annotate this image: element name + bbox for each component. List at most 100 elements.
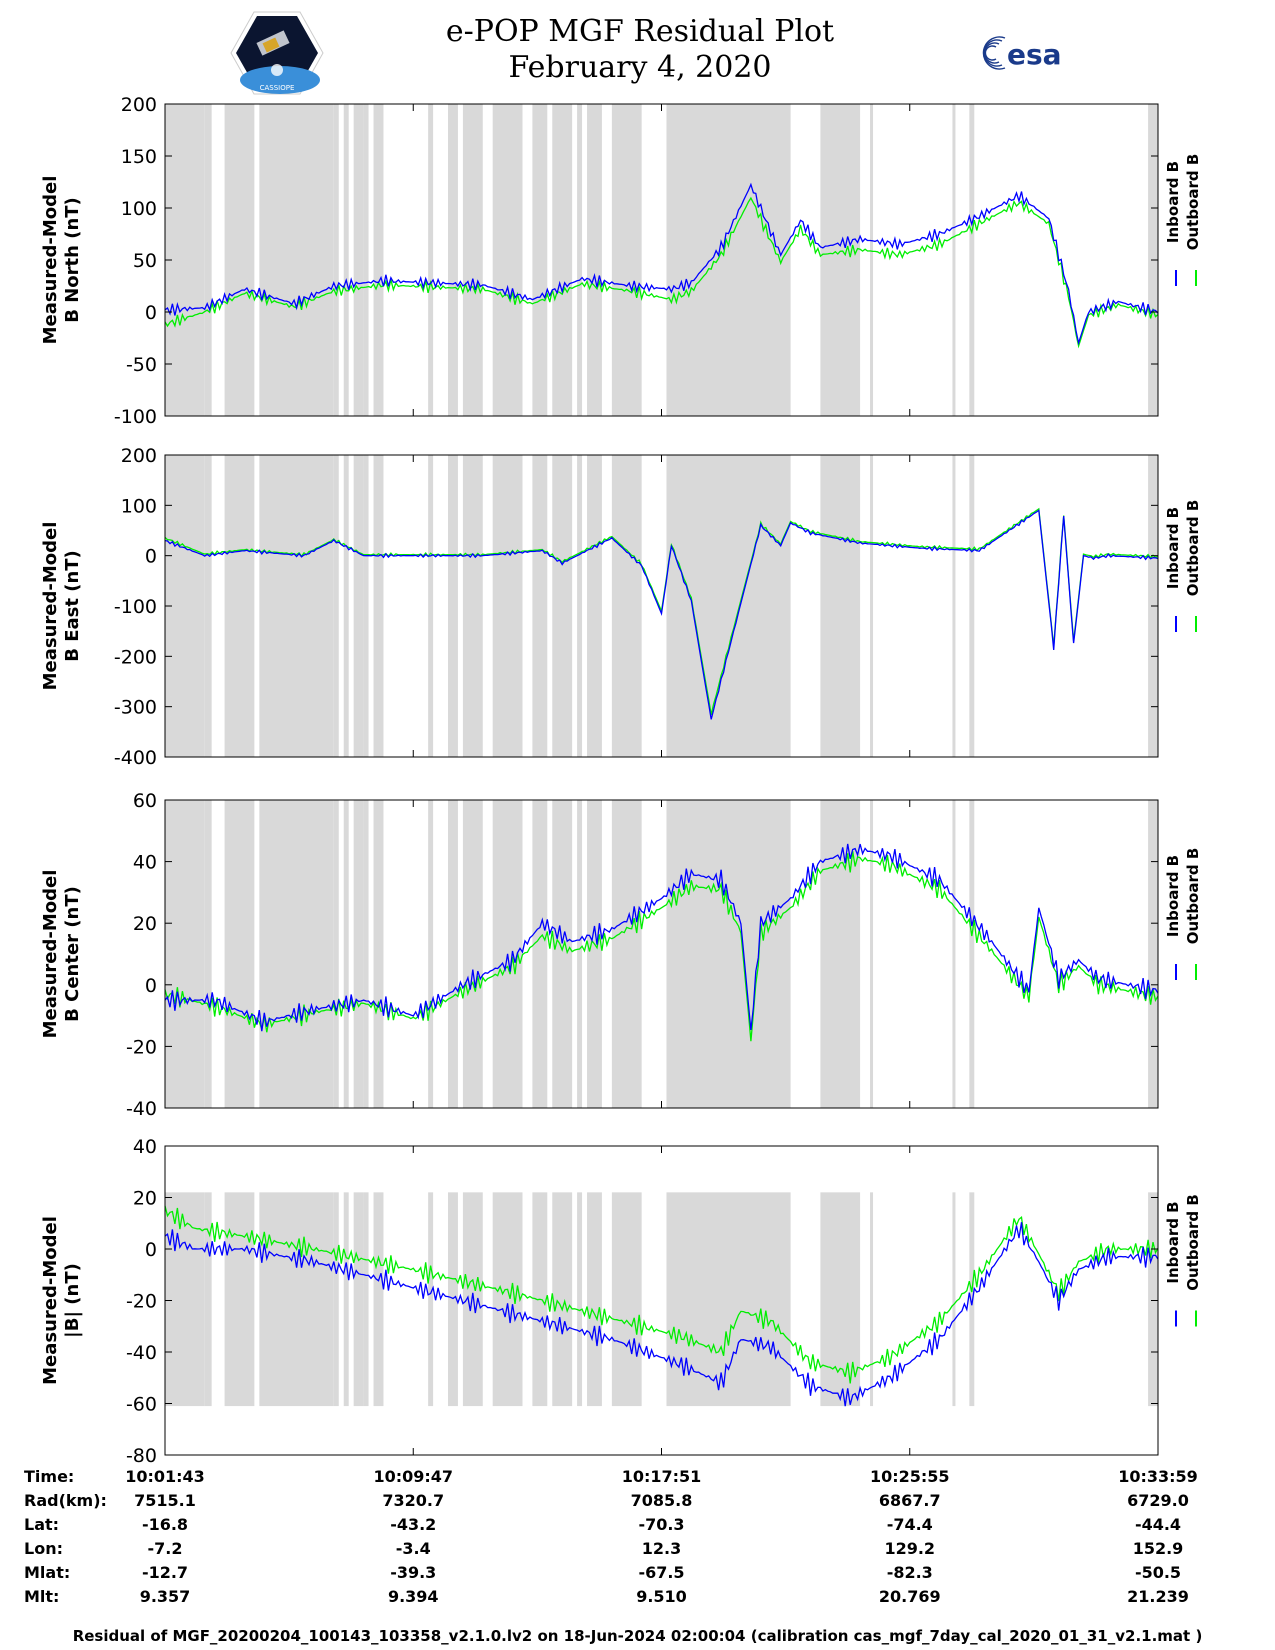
shade-bar-18 <box>611 104 642 416</box>
y-tick-label: 200 <box>121 445 157 467</box>
shade-bar-8 <box>373 455 379 757</box>
y-tick-label: 0 <box>145 975 157 997</box>
y-tick-label: 20 <box>133 1188 157 1210</box>
shade-bar-19 <box>666 455 791 757</box>
y-tick-label: 20 <box>133 913 157 935</box>
ephemeris-value: 10:25:55 <box>870 1467 950 1486</box>
y-tick-label: -20 <box>126 1036 157 1058</box>
y-tick-label: -80 <box>126 1445 157 1467</box>
ephemeris-value: 21.239 <box>1127 1587 1189 1606</box>
shade-bar-23 <box>969 455 975 757</box>
ephemeris-value: -50.5 <box>1135 1563 1181 1582</box>
y-tick-label: -40 <box>126 1098 157 1120</box>
shade-bar-5 <box>343 455 349 757</box>
ephemeris-value: 12.3 <box>642 1539 681 1558</box>
series-line-inboard <box>164 843 1159 1032</box>
ephemeris-value: 152.9 <box>1133 1539 1184 1558</box>
ephemeris-value: 6867.7 <box>879 1491 941 1510</box>
y-tick-label: -100 <box>114 406 157 428</box>
ephemeris-value: -70.3 <box>638 1515 684 1534</box>
shade-bar-18 <box>611 800 642 1108</box>
shade-bar-8 <box>373 800 379 1108</box>
shade-bar-4 <box>333 104 339 416</box>
legend-label: Inboard B <box>1164 1201 1182 1283</box>
shade-bar-24 <box>1148 800 1158 1108</box>
ephemeris-row-label: Lat: <box>24 1515 59 1534</box>
shade-bar-6 <box>353 1192 364 1407</box>
shade-bar-1 <box>204 1192 212 1407</box>
shade-bar-22 <box>952 104 956 416</box>
shade-bar-6 <box>353 104 364 416</box>
series-line-inboard <box>164 1222 1159 1407</box>
shade-bar-13 <box>492 455 523 757</box>
y-tick-label: 0 <box>145 546 157 568</box>
shade-bar-23 <box>969 1192 975 1407</box>
ephemeris-row-label: Mlt: <box>24 1587 59 1606</box>
shade-bar-11 <box>448 104 458 416</box>
ephemeris-value: -12.7 <box>142 1563 188 1582</box>
legend-label: Inboard B <box>1164 161 1182 243</box>
shade-bar-3 <box>259 104 334 416</box>
y-axis-label: Measured-Model <box>40 1216 61 1385</box>
plot-title: e-POP MGF Residual Plot February 4, 2020 <box>380 14 900 86</box>
y-tick-label: -400 <box>114 747 157 769</box>
shade-bar-16 <box>577 1192 583 1407</box>
shade-bar-11 <box>448 1192 458 1407</box>
shade-bar-11 <box>448 800 458 1108</box>
y-tick-label: -300 <box>114 697 157 719</box>
ephemeris-value: 9.357 <box>140 1587 191 1606</box>
series-line-outboard <box>164 1205 1159 1384</box>
shade-bar-1 <box>204 104 212 416</box>
ephemeris-value: 20.769 <box>879 1587 941 1606</box>
y-axis-label: B Center (nT) <box>62 886 83 1022</box>
y-axis-label: B East (nT) <box>62 550 83 662</box>
legend-label: Outboard B <box>1184 500 1202 597</box>
y-tick-label: 60 <box>133 790 157 812</box>
shade-bar-11 <box>448 455 458 757</box>
series-line-outboard <box>164 196 1159 349</box>
shade-bar-7 <box>363 104 369 416</box>
y-tick-label: 200 <box>121 94 157 116</box>
ephemeris-value: 129.2 <box>884 1539 935 1558</box>
y-tick-label: -100 <box>114 596 157 618</box>
legend-label: Inboard B <box>1164 855 1182 937</box>
series-line-inboard <box>164 509 1159 720</box>
shade-bar-2 <box>224 1192 255 1407</box>
shade-bar-16 <box>577 104 583 416</box>
y-tick-label: 40 <box>133 1136 157 1158</box>
shade-bar-21 <box>870 800 874 1108</box>
ephemeris-value: 10:33:59 <box>1118 1467 1198 1486</box>
ephemeris-value: 10:09:47 <box>373 1467 453 1486</box>
shade-bar-17 <box>587 104 602 416</box>
shade-bar-21 <box>870 104 874 416</box>
y-tick-label: 100 <box>121 495 157 517</box>
esa-logo-text: esa <box>1007 38 1062 71</box>
shade-bar-12 <box>462 455 483 757</box>
ephemeris-row-label: Mlat: <box>24 1563 70 1582</box>
shade-bar-10 <box>428 455 434 757</box>
shade-bar-17 <box>587 455 602 757</box>
shade-bar-8 <box>373 1192 379 1407</box>
shade-bar-22 <box>952 455 956 757</box>
shade-bar-3 <box>259 800 334 1108</box>
ephemeris-value: 7085.8 <box>631 1491 693 1510</box>
ephemeris-value: -44.4 <box>1135 1515 1181 1534</box>
shade-bar-15 <box>552 455 573 757</box>
shade-bar-24 <box>1148 1192 1158 1407</box>
y-tick-label: 40 <box>133 852 157 874</box>
shade-bar-13 <box>492 104 523 416</box>
shade-bar-16 <box>577 800 583 1108</box>
shade-bar-1 <box>204 800 212 1108</box>
shade-bar-14 <box>532 455 548 757</box>
shade-bar-7 <box>363 800 369 1108</box>
shade-bar-6 <box>353 800 364 1108</box>
y-tick-label: 50 <box>133 250 157 272</box>
ephemeris-value: 10:17:51 <box>622 1467 702 1486</box>
shade-bar-12 <box>462 104 483 416</box>
shade-bar-22 <box>952 1192 956 1407</box>
ephemeris-value: -74.4 <box>887 1515 933 1534</box>
shade-bar-9 <box>378 104 384 416</box>
shade-bar-1 <box>204 455 212 757</box>
shade-bar-17 <box>587 800 602 1108</box>
shade-bar-9 <box>378 455 384 757</box>
